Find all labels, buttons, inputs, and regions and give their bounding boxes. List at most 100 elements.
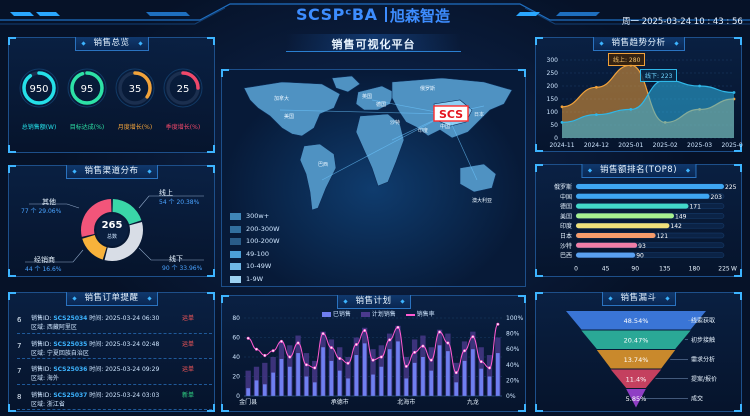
funnel-label-3: 提案/报价	[691, 375, 717, 383]
europe-shape	[355, 85, 395, 111]
plan-bar-planned-7	[303, 353, 310, 396]
plan-bar-sold-23	[437, 345, 442, 396]
rank-label-7: 巴西	[560, 253, 572, 260]
orders-list: 6 销售ID: SCS25034 时间: 2025-03-24 06:30 运单 区域…	[17, 308, 212, 410]
order-row[interactable]: 7 销售ID: SCS25036 时间: 2025-03-24 09:29 运单 区域…	[17, 359, 212, 385]
order-id-label: 销售ID:	[31, 391, 54, 399]
world-map[interactable]: SCS 加拿大 美国 巴西 英国 德国 俄罗斯 沙特 印度 中国 日本 澳大利亚	[222, 70, 527, 288]
city-labels: 加拿大 美国 巴西 英国 德国 俄罗斯 沙特 印度 中国 日本 澳大利亚	[274, 85, 492, 204]
plan-bar-planned-0	[245, 370, 251, 396]
plan-bar-planned-12	[345, 357, 351, 396]
rank-label-3: 美国	[560, 212, 572, 220]
trend-point-1-5	[732, 91, 736, 94]
order-line-1: 销售ID: SCS25036 时间: 2025-03-24 09:29	[31, 364, 159, 373]
order-index: 7	[17, 341, 22, 350]
overview-rings: 950 总销售额(W) 95 目标达成(%) 35 月度增长(%) 25 季度增长(%)	[19, 68, 203, 131]
orders-panel: 销售订单提醒 6 销售ID: SCS25034 时间: 2025-03-24 06…	[8, 292, 215, 412]
trend-xtick-4: 2025-03	[687, 142, 712, 149]
plan-bar-sold-4	[279, 358, 284, 396]
ranking-chart: 俄罗斯 225 中国 203 德国 171 美国 149 印度 142 日本 121 沙特 93 巴西 90 0…	[554, 183, 737, 272]
funnel-stage-2	[596, 350, 676, 369]
legend-swatch-sold	[322, 312, 331, 317]
rank-bar-2	[576, 203, 689, 209]
order-id[interactable]: SCS25035	[53, 340, 88, 348]
channel-detail-offline: 90 个 33.96%	[162, 265, 203, 272]
order-row[interactable]: 7 销售ID: SCS25035 时间: 2025-03-24 02:48 运单 区域…	[17, 334, 212, 359]
order-time: 时间: 2025-03-24 06:30	[87, 315, 160, 322]
ring-label-3: 季度增长(%)	[166, 123, 200, 131]
plan-bar-sold-1	[254, 380, 259, 396]
trend-ytick-6: 300	[547, 57, 559, 64]
plan-rate-point-8	[313, 366, 317, 370]
africa-shape	[355, 113, 405, 187]
brand-divider	[385, 7, 387, 22]
ring-label-1: 目标达成(%)	[70, 123, 104, 131]
rank-value-4: 142	[670, 223, 682, 230]
rank-bar-7	[576, 252, 636, 258]
order-status: 运单	[182, 366, 195, 373]
order-row[interactable]: 8 销售ID: SCS25037 时间: 2025-03-24 03:03 新单 区域…	[17, 385, 212, 410]
city-label-usa: 美国	[284, 113, 294, 120]
trend-ytick-5: 250	[547, 70, 559, 77]
plan-bar-sold-22	[429, 370, 434, 396]
order-index: 8	[17, 392, 22, 401]
order-id[interactable]: SCS25034	[53, 315, 88, 322]
funnel-pct-1: 20.47%	[624, 336, 649, 344]
trend-title: 销售趋势分析	[592, 37, 685, 51]
plan-xtick-3: 九龙	[467, 398, 479, 406]
plan-bar-sold-7	[304, 376, 309, 396]
plan-rate-point-5	[288, 355, 292, 359]
plan-rate-point-4	[279, 339, 283, 343]
plan-rate-point-27	[471, 335, 475, 339]
plan-bar-sold-25	[454, 382, 459, 396]
trend-point-1-0	[560, 121, 564, 124]
order-row[interactable]: 6 销售ID: SCS25034 时间: 2025-03-24 06:30 运单 区域…	[17, 308, 212, 334]
order-id[interactable]: SCS25037	[53, 391, 88, 399]
rank-value-0: 225	[725, 184, 737, 191]
map-section: 销售可视化平台 SCS 加拿大 美国 巴西 英国 德国	[221, 32, 526, 287]
channel-detail-dealer: 44 个 16.6%	[25, 266, 62, 273]
city-label-japan: 日本	[474, 111, 484, 118]
ring-value-1: 95	[81, 84, 94, 95]
trend-ytick-3: 150	[547, 96, 559, 103]
city-label-germany: 德国	[376, 101, 386, 108]
plan-rate-point-21	[421, 344, 425, 348]
trend-ytick-0: 0	[554, 135, 558, 142]
plan-bar-sold-6	[296, 353, 300, 396]
channel-label-dealer: 经销商	[34, 256, 55, 264]
legend-plan: 计划销售	[371, 311, 396, 318]
plan-bar-sold-2	[262, 384, 267, 396]
plan-rate-point-23	[438, 330, 442, 334]
donut-slice-3	[82, 235, 107, 260]
plan-rate-point-29	[488, 366, 492, 370]
ring-outer-3	[163, 68, 203, 108]
rank-value-6: 93	[638, 243, 646, 250]
order-id-label: 销售ID:	[31, 366, 54, 373]
rank-value-1: 203	[711, 194, 723, 201]
funnel-chart: 48.54% 线索获取 20.47% 初步接触 13.74% 需求分析 11.4% 提案/报价…	[566, 311, 717, 408]
plan-ytick-0: 0	[236, 393, 240, 400]
plan-bar-sold-11	[337, 370, 342, 396]
plan-xtick-2: 北海市	[397, 398, 415, 406]
donut-slice-2	[104, 222, 143, 261]
funnel-panel: 销售漏斗 48.54% 线索获取 20.47% 初步接触 13.74% 需求分析 11.4%…	[535, 292, 742, 412]
rank-bar-5	[576, 233, 656, 238]
legend-label: 10-49W	[246, 262, 272, 270]
order-id-label: 销售ID:	[31, 340, 54, 348]
trend-point-0-1	[595, 85, 598, 89]
plan-bar-sold-29	[487, 376, 492, 396]
rank-label-6: 沙特	[560, 242, 572, 250]
channel-label-offline: 线下	[169, 255, 183, 263]
order-area: 区域: 宁夏回族自治区	[31, 349, 89, 357]
rank-bar-1	[576, 193, 710, 199]
order-id[interactable]: SCS25036	[53, 366, 88, 373]
plan-rate-point-25	[454, 371, 458, 375]
order-time: 时间: 2025-03-24 03:03	[87, 391, 160, 399]
funnel-pct-0: 48.54%	[624, 317, 649, 325]
plan-bar-sold-28	[479, 368, 484, 396]
rank-label-1: 中国	[560, 193, 572, 201]
rank-xtick-0: 0	[574, 265, 578, 272]
order-area: 区域: 西藏阿里区	[31, 324, 77, 331]
trend-chart: 0 50 100 150 200 250 300 2024-11 2024-12 2025-01 2…	[547, 57, 743, 149]
legend-swatch	[230, 225, 241, 233]
